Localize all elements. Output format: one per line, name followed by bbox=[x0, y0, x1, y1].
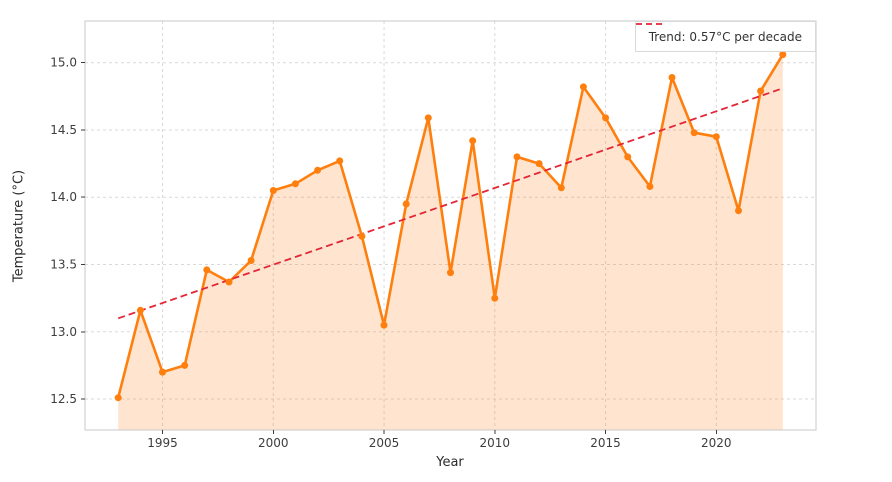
data-point-2001 bbox=[291, 180, 299, 188]
data-point-2016 bbox=[624, 153, 632, 161]
data-point-2021 bbox=[735, 207, 742, 215]
data-point-2022 bbox=[757, 87, 765, 95]
data-point-1999 bbox=[247, 257, 255, 264]
y-tick-label: 13.5 bbox=[50, 258, 77, 272]
x-tick-label: 2000 bbox=[258, 436, 289, 450]
data-point-1996 bbox=[181, 361, 189, 369]
y-tick-label: 13.0 bbox=[50, 325, 77, 339]
y-tick-label: 14.0 bbox=[50, 190, 77, 204]
y-tick-label: 15.0 bbox=[50, 56, 77, 70]
x-tick-label: 2005 bbox=[369, 436, 400, 450]
data-point-2015 bbox=[602, 114, 610, 122]
data-point-2010 bbox=[491, 294, 499, 302]
data-point-1998 bbox=[225, 278, 233, 286]
data-point-2005 bbox=[380, 321, 388, 329]
data-point-2012 bbox=[535, 160, 543, 168]
x-tick-label: 2015 bbox=[590, 436, 621, 450]
data-point-1995 bbox=[159, 368, 166, 376]
data-point-1993 bbox=[114, 394, 122, 402]
area-fill bbox=[118, 54, 783, 430]
legend: Trend: 0.57°C per decade bbox=[634, 21, 816, 52]
data-point-2014 bbox=[579, 83, 587, 91]
data-point-2002 bbox=[314, 166, 322, 174]
legend-label: Trend: 0.57°C per decade bbox=[648, 29, 802, 44]
data-point-2017 bbox=[646, 183, 654, 190]
data-point-2011 bbox=[513, 153, 521, 161]
data-point-2009 bbox=[469, 137, 477, 145]
y-tick-label: 12.5 bbox=[50, 392, 77, 406]
trend-line bbox=[117, 87, 784, 320]
data-point-2023 bbox=[779, 51, 787, 59]
data-point-2007 bbox=[424, 114, 432, 122]
x-tick-label: 2010 bbox=[480, 436, 511, 450]
data-point-2008 bbox=[447, 269, 454, 277]
data-point-2004 bbox=[358, 232, 366, 240]
data-point-2013 bbox=[557, 184, 565, 192]
data-point-1994 bbox=[136, 306, 144, 314]
y-axis-title: Temperature (°C) bbox=[11, 169, 27, 283]
plot-background bbox=[85, 21, 816, 430]
x-tick-label: 2020 bbox=[701, 436, 732, 450]
data-point-2020 bbox=[712, 133, 720, 141]
y-tick-label: 14.5 bbox=[50, 123, 77, 137]
data-point-2018 bbox=[668, 74, 676, 81]
data-point-2019 bbox=[690, 129, 698, 137]
data-point-1997 bbox=[203, 266, 211, 274]
data-point-2006 bbox=[402, 200, 410, 208]
data-point-2003 bbox=[336, 157, 344, 165]
trend-line-legend-swatch bbox=[635, 23, 664, 25]
plot-border bbox=[84, 20, 817, 431]
data-point-2000 bbox=[269, 187, 277, 194]
x-axis-title: Year bbox=[436, 455, 464, 470]
x-tick-label: 1995 bbox=[147, 436, 178, 450]
